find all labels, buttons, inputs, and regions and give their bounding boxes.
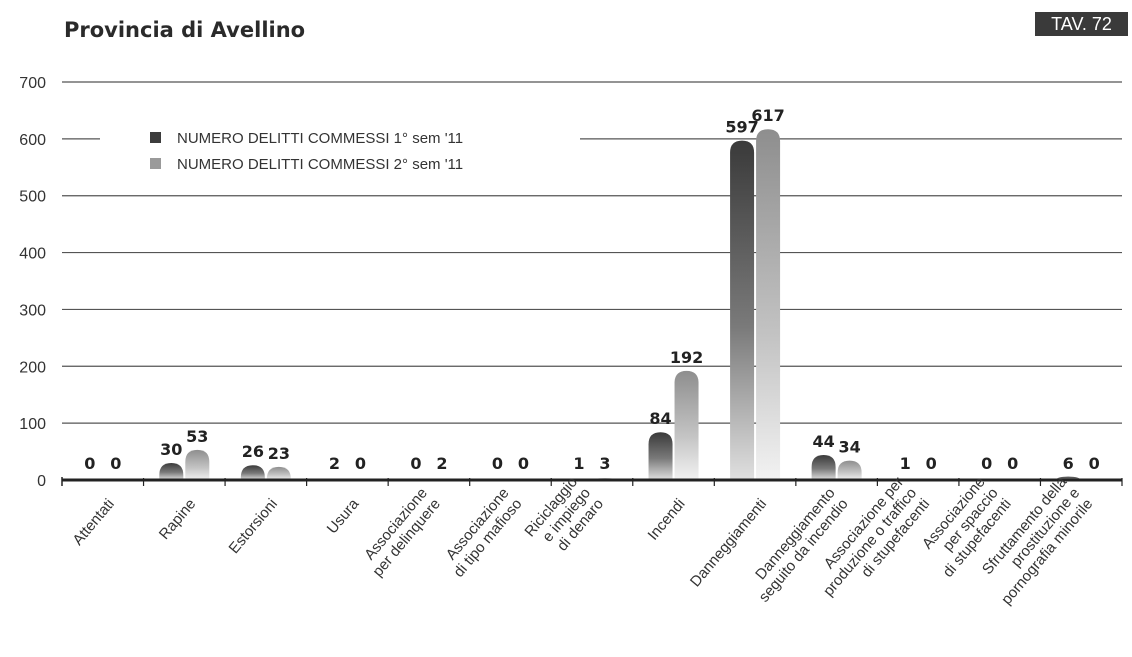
value-label: 30 xyxy=(160,440,182,459)
x-category-label: Usura xyxy=(324,495,363,537)
value-label: 26 xyxy=(242,442,264,461)
value-label: 0 xyxy=(1089,454,1100,473)
y-tick-label: 600 xyxy=(19,132,46,149)
value-label: 0 xyxy=(355,454,366,473)
x-category-label: Associazioneper delinquere xyxy=(356,485,444,580)
value-label: 0 xyxy=(926,454,937,473)
value-label: 597 xyxy=(725,118,758,137)
value-label: 23 xyxy=(268,444,290,463)
legend-swatch xyxy=(150,158,161,169)
bar-series1 xyxy=(648,432,673,480)
bar-series2 xyxy=(674,370,699,480)
y-tick-label: 400 xyxy=(19,246,46,263)
x-category-label: Attentati xyxy=(69,496,117,549)
value-label: 44 xyxy=(812,432,834,451)
legend-label: NUMERO DELITTI COMMESSI 2° sem '11 xyxy=(177,156,463,173)
value-label: 2 xyxy=(329,454,340,473)
value-label: 2 xyxy=(436,454,447,473)
legend-background xyxy=(100,123,580,175)
table-reference-badge: TAV. 72 xyxy=(1035,12,1128,36)
value-label: 0 xyxy=(518,454,529,473)
x-category-label: Riciclaggioe impiegodi denaro xyxy=(521,474,607,562)
chart-title: Provincia di Avellino xyxy=(64,18,306,42)
x-category-label: Associazionedi tipo mafioso xyxy=(437,485,525,581)
value-label: 0 xyxy=(410,454,421,473)
value-label: 0 xyxy=(1007,454,1018,473)
value-label: 0 xyxy=(981,454,992,473)
bar-series1 xyxy=(240,465,265,480)
y-tick-label: 300 xyxy=(19,302,46,319)
value-label: 1 xyxy=(573,454,584,473)
y-tick-label: 500 xyxy=(19,189,46,206)
x-category-label: Rapine xyxy=(156,496,200,543)
legend-label: NUMERO DELITTI COMMESSI 1° sem '11 xyxy=(177,130,463,147)
value-label: 34 xyxy=(838,438,860,457)
value-label: 192 xyxy=(670,348,703,367)
x-category-label: Estorsioni xyxy=(226,496,281,557)
bar-series2 xyxy=(185,449,210,480)
y-tick-label: 200 xyxy=(19,359,46,376)
bar-series2 xyxy=(266,466,291,480)
value-label: 53 xyxy=(186,427,208,446)
value-label: 6 xyxy=(1063,454,1074,473)
y-tick-label: 700 xyxy=(19,75,46,92)
value-label: 3 xyxy=(599,454,610,473)
value-label: 617 xyxy=(751,106,784,125)
y-tick-label: 0 xyxy=(37,473,46,490)
value-label: 84 xyxy=(649,409,671,428)
x-category-label: Incendi xyxy=(644,496,688,544)
value-label: 1 xyxy=(900,454,911,473)
bar-series2 xyxy=(756,129,781,481)
bar-series1 xyxy=(159,462,184,480)
value-label: 0 xyxy=(492,454,503,473)
value-label: 0 xyxy=(84,454,95,473)
legend-swatch xyxy=(150,132,161,143)
bar-series1 xyxy=(811,454,836,480)
value-label: 0 xyxy=(110,454,121,473)
bar-series1 xyxy=(730,140,755,480)
bar-series2 xyxy=(837,460,862,480)
y-tick-label: 100 xyxy=(19,416,46,433)
